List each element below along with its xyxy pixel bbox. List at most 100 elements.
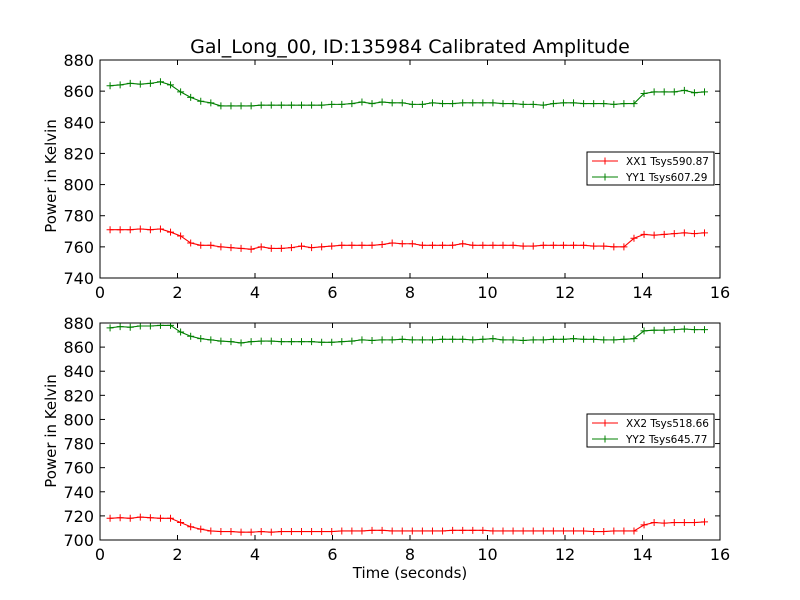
top-data-point [388,239,396,247]
top-data-point [459,240,467,248]
top-data-point [227,244,235,252]
top-y-tick-label: 760 [63,238,94,257]
top-data-point [600,100,608,108]
bottom-data-point [570,335,578,343]
top-data-point [408,240,416,248]
bottom-data-point [177,519,185,527]
bottom-data-point [378,336,386,344]
bottom-data-point [388,527,396,535]
bottom-y-tick-label: 700 [63,531,94,550]
top-data-point [640,89,648,97]
bottom-data-point [529,527,537,535]
bottom-legend-marker [601,435,609,443]
bottom-data-point [227,338,235,346]
top-legend-marker [601,173,609,181]
bottom-data-point [539,336,547,344]
bottom-data-point [217,337,225,345]
top-data-point [217,243,225,251]
top-legend-label: YY1 Tsys607.29 [625,172,707,184]
bottom-data-point [529,336,537,344]
top-data-point [549,241,557,249]
bottom-data-point [630,527,638,535]
bottom-series-1 [106,513,708,536]
bottom-data-point [237,339,245,347]
top-y-tick-label: 880 [63,51,94,70]
top-data-point [126,226,134,234]
top-data-point [499,100,507,108]
top-data-point [328,242,336,250]
bottom-data-point [146,323,154,330]
bottom-data-point [126,514,134,522]
top-data-point [146,79,154,87]
bottom-data-point [106,324,114,332]
bottom-data-point [459,526,467,534]
bottom-data-point [590,528,598,536]
top-data-point [298,101,305,109]
top-data-point [156,78,164,86]
bottom-y-tick-label: 780 [63,435,94,454]
top-data-point [449,241,457,249]
top-data-point [610,243,618,251]
top-data-point [418,100,426,108]
bottom-x-tick-label: 6 [327,545,337,564]
bottom-data-point [509,527,517,535]
bottom-data-point [267,337,275,345]
bottom-data-point [580,527,588,535]
bottom-data-point [408,336,416,344]
top-data-point [509,100,517,108]
bottom-data-point [106,514,114,522]
bottom-data-point [519,336,527,344]
bottom-data-point [469,336,477,344]
bottom-y-tick-label: 820 [63,386,94,405]
bottom-data-point [348,337,356,345]
top-data-point [227,102,235,110]
bottom-x-tick-label: 4 [250,545,260,564]
bottom-data-point [680,325,688,333]
top-data-point [459,99,467,107]
top-data-point [590,100,598,108]
bottom-data-point [630,335,638,343]
top-data-point [257,243,265,251]
bottom-data-point [187,523,195,531]
top-data-point [277,101,285,109]
bottom-data-point [670,326,678,334]
bottom-data-point [308,338,316,346]
top-data-point [318,101,326,109]
top-data-point [580,241,588,249]
bottom-data-point [126,323,134,331]
top-data-point [388,99,396,107]
top-x-tick-label: 8 [405,283,415,302]
bottom-x-tick-label: 16 [710,545,730,564]
top-data-point [610,100,618,108]
top-data-point [469,99,477,107]
top-data-point [630,100,638,108]
top-data-point [509,241,517,249]
top-data-point [187,239,195,247]
top-data-point [338,100,346,108]
bottom-legend-label: XX2 Tsys518.66 [626,418,709,430]
top-data-point [106,82,114,90]
bottom-data-point [449,335,457,343]
bottom-data-point [509,336,517,344]
bottom-data-point [640,521,648,529]
top-data-point [267,244,275,252]
top-y-tick-label: 860 [63,82,94,101]
top-data-point [338,241,346,249]
bottom-data-point [378,526,386,534]
top-data-point [670,88,678,96]
bottom-legend-label: YY2 Tsys645.77 [625,434,707,446]
top-data-point [670,230,678,238]
bottom-data-point [116,514,124,522]
top-data-point [187,93,195,101]
bottom-y-tick-label: 880 [63,314,94,333]
bottom-data-point [449,526,457,534]
bottom-data-point [328,338,336,346]
bottom-data-point [116,323,124,331]
top-x-tick-label: 12 [555,283,575,302]
bottom-data-point [479,526,487,534]
bottom-data-point [217,528,225,536]
top-data-point [348,100,356,108]
top-data-point [630,234,638,242]
top-data-point [126,79,134,87]
